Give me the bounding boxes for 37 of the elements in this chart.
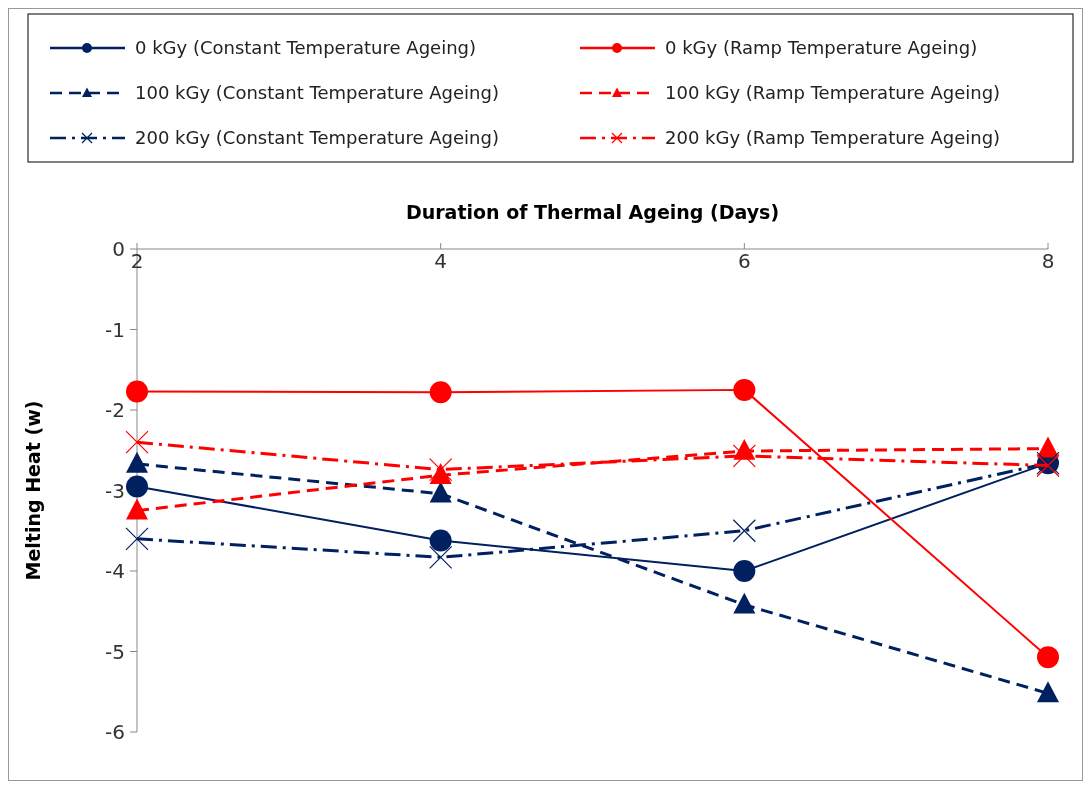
y-tick-label: 0 [112, 237, 125, 261]
y-tick-label: -4 [105, 559, 125, 583]
x-tick-label: 8 [1041, 249, 1055, 273]
y-tick-label: -3 [105, 478, 125, 503]
point [429, 381, 452, 404]
x-axis-title: Duration of Thermal Ageing (Days) [405, 201, 780, 223]
point [733, 560, 756, 582]
legend-label: 100 kGy (Ramp Temperature Ageing) [665, 82, 1001, 103]
legend-label: 0 kGy (Constant Temperature Ageing) [135, 37, 476, 58]
x-tick-label: 6 [737, 249, 751, 273]
point [126, 380, 148, 403]
point [429, 481, 452, 503]
point [125, 527, 149, 551]
point [126, 475, 148, 498]
legend-label: 100 kGy (Constant Temperature Ageing) [135, 82, 499, 103]
point [1037, 681, 1059, 703]
point [126, 498, 148, 520]
point [126, 451, 148, 473]
point [429, 545, 453, 569]
point [733, 592, 756, 614]
point [732, 519, 756, 543]
x-tick-label: 2 [130, 249, 144, 273]
legend-label: 200 kGy (Ramp Temperature Ageing) [665, 127, 1001, 148]
y-tick-label: -6 [105, 720, 125, 744]
point [733, 378, 756, 401]
x-tick-label: 4 [434, 249, 448, 273]
legend-label: 0 kGy (Ramp Temperature Ageing) [665, 37, 978, 58]
point [732, 444, 756, 468]
point [429, 529, 452, 552]
y-tick-label: -5 [105, 639, 125, 664]
legend-label: 200 kGy (Constant Temperature Ageing) [135, 127, 499, 148]
point [125, 430, 149, 454]
y-axis-title: Melting Heat (w) [22, 400, 44, 581]
y-tick-label: -1 [105, 317, 125, 342]
point [1037, 646, 1059, 669]
y-tick-label: -2 [105, 398, 125, 422]
point [429, 457, 453, 482]
